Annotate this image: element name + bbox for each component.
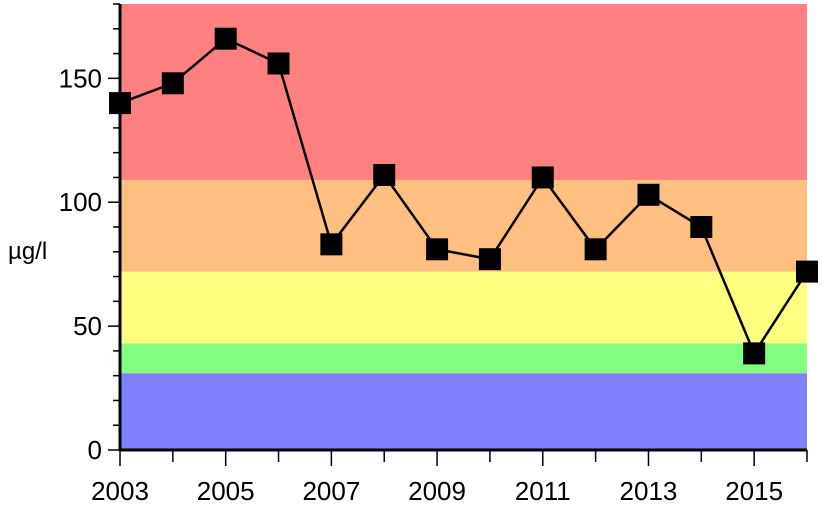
x-tick-label: 2003 xyxy=(91,476,149,506)
x-tick-label: 2009 xyxy=(408,476,466,506)
data-point xyxy=(478,248,501,271)
data-point xyxy=(743,342,766,365)
x-tick-label: 2013 xyxy=(620,476,678,506)
y-tick-label: 150 xyxy=(59,63,102,93)
y-tick-label: 0 xyxy=(88,435,102,465)
data-point xyxy=(109,92,131,115)
data-point xyxy=(161,72,184,95)
data-point xyxy=(373,163,396,186)
data-point xyxy=(214,27,237,50)
data-point xyxy=(426,238,449,261)
x-tick-labels: 2003 2005 2007 2009 2011 2013 2015 xyxy=(91,476,783,506)
x-tick-label: 2011 xyxy=(515,476,571,506)
y-tick-labels: 0 50 100 150 xyxy=(59,63,102,465)
x-tick-label: 2015 xyxy=(725,476,783,506)
data-point xyxy=(637,183,660,206)
data-point xyxy=(531,166,554,189)
series xyxy=(109,27,818,365)
band-2 xyxy=(120,271,807,344)
data-point xyxy=(267,52,290,75)
data-point xyxy=(584,238,607,261)
data-point xyxy=(690,216,713,238)
y-axis-label: µg/l xyxy=(8,238,47,265)
data-point xyxy=(320,233,343,256)
x-tick-label: 2007 xyxy=(302,476,360,506)
y-tick-label: 100 xyxy=(59,187,102,217)
data-point xyxy=(796,260,818,283)
y-tick-label: 50 xyxy=(73,311,102,341)
x-tick-label: 2005 xyxy=(197,476,255,506)
band-1 xyxy=(120,343,807,374)
background-bands xyxy=(120,4,807,450)
band-0 xyxy=(120,373,807,450)
ticks xyxy=(108,3,808,466)
